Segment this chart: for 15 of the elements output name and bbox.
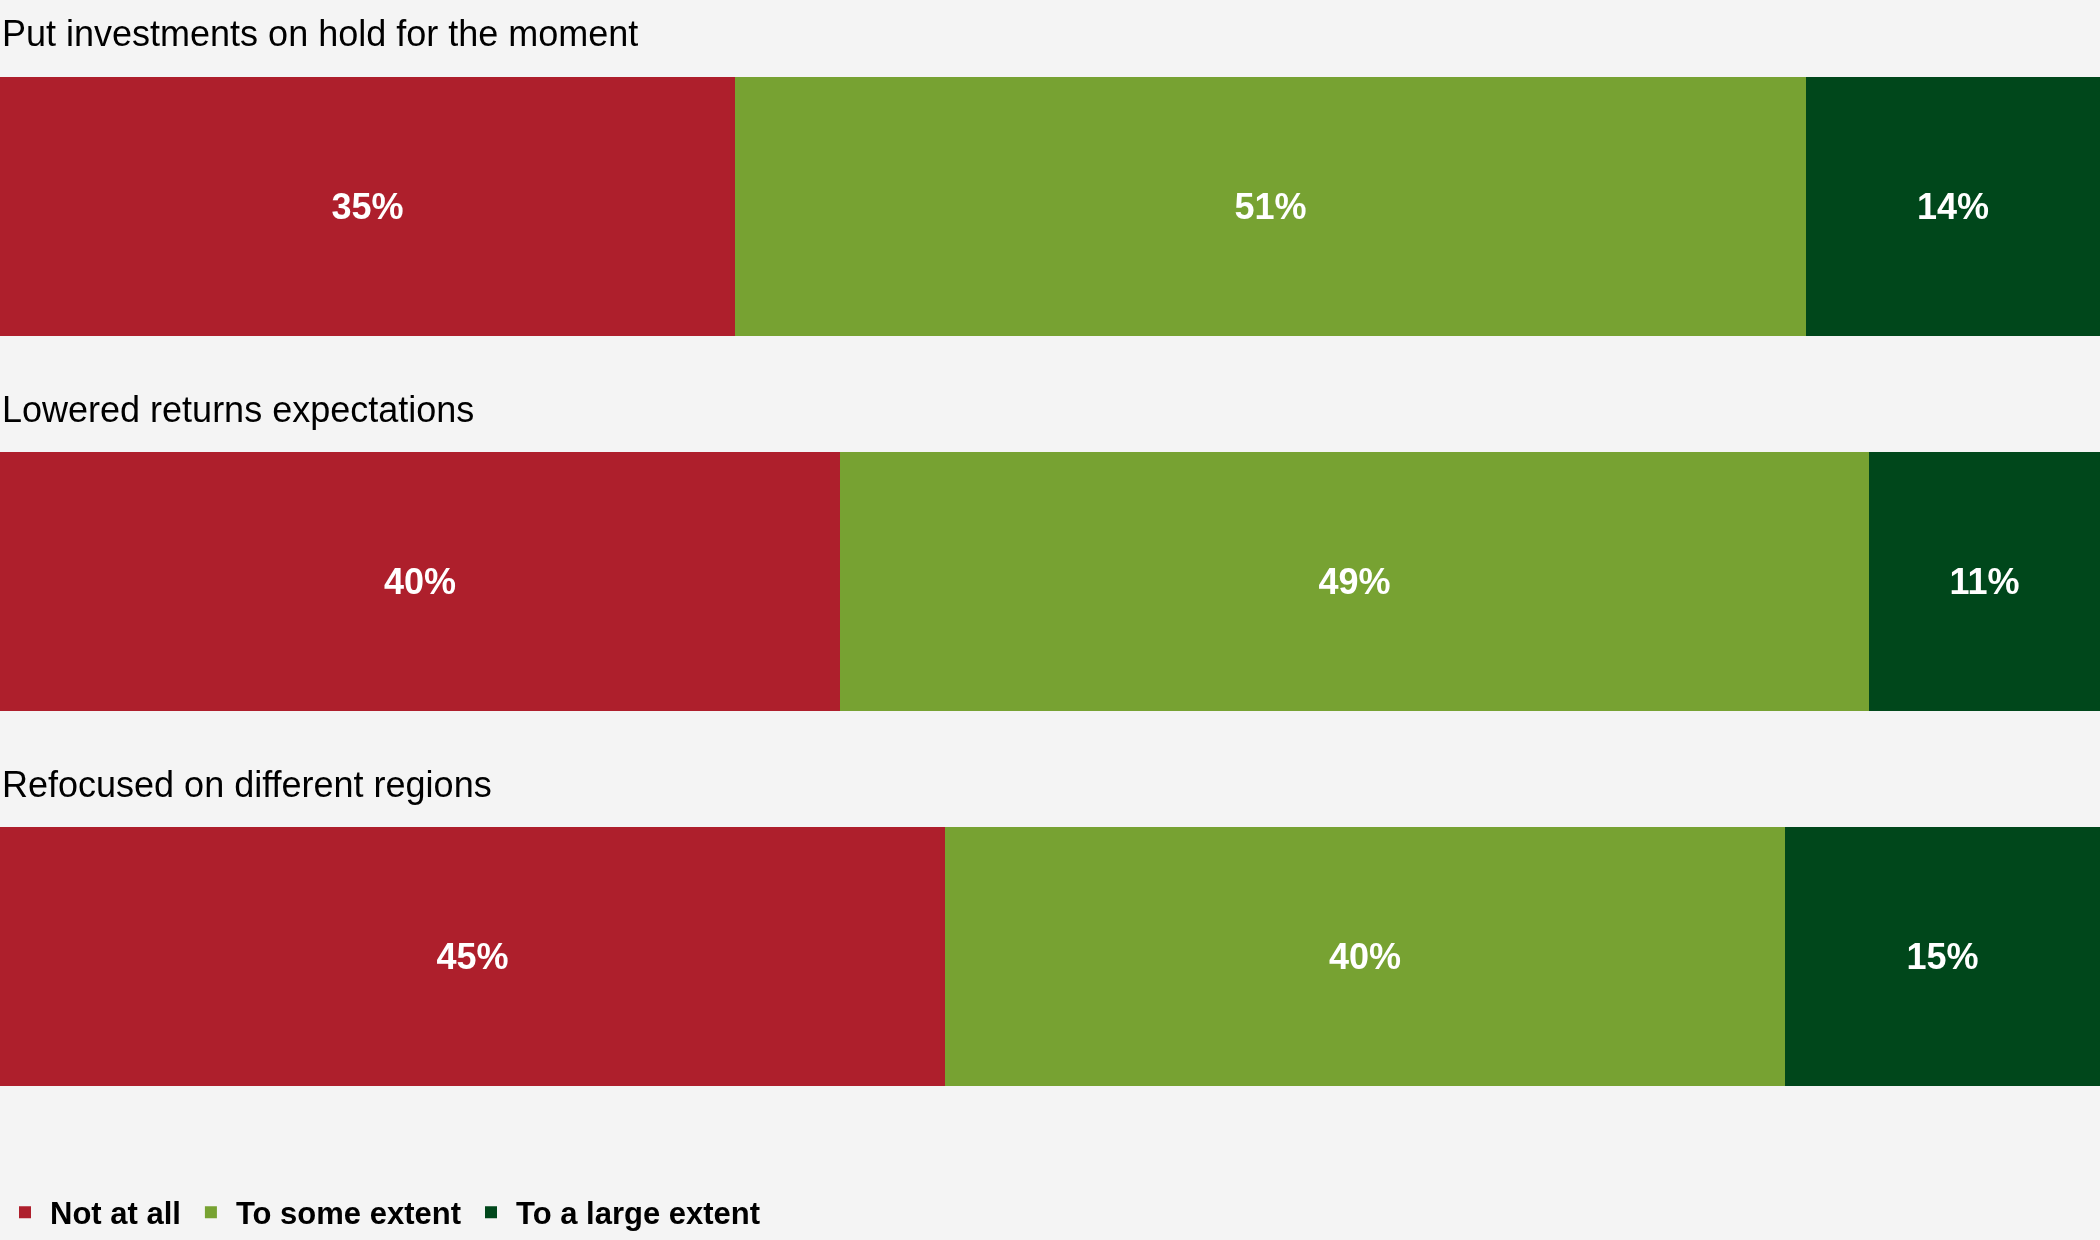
data-label: 51% xyxy=(1234,186,1307,227)
data-label: 35% xyxy=(331,186,404,227)
data-label: 45% xyxy=(436,936,509,977)
y-tick-label: Lowered returns expectations xyxy=(2,389,475,430)
legend-label: To some extent xyxy=(235,1196,461,1232)
legend-label: Not at all xyxy=(50,1196,181,1232)
data-label: 40% xyxy=(383,561,457,602)
data-label: 40% xyxy=(1328,936,1402,977)
data-label: 15% xyxy=(1906,936,1979,977)
y-tick-label: Put investments on hold for the moment xyxy=(2,13,639,54)
data-label: 14% xyxy=(1916,186,1990,227)
data-label: 49% xyxy=(1318,561,1391,602)
data-label: 11% xyxy=(1949,561,2020,602)
y-tick-label: Refocused on different regions xyxy=(2,764,492,805)
legend-label: To a large extent xyxy=(516,1196,761,1232)
